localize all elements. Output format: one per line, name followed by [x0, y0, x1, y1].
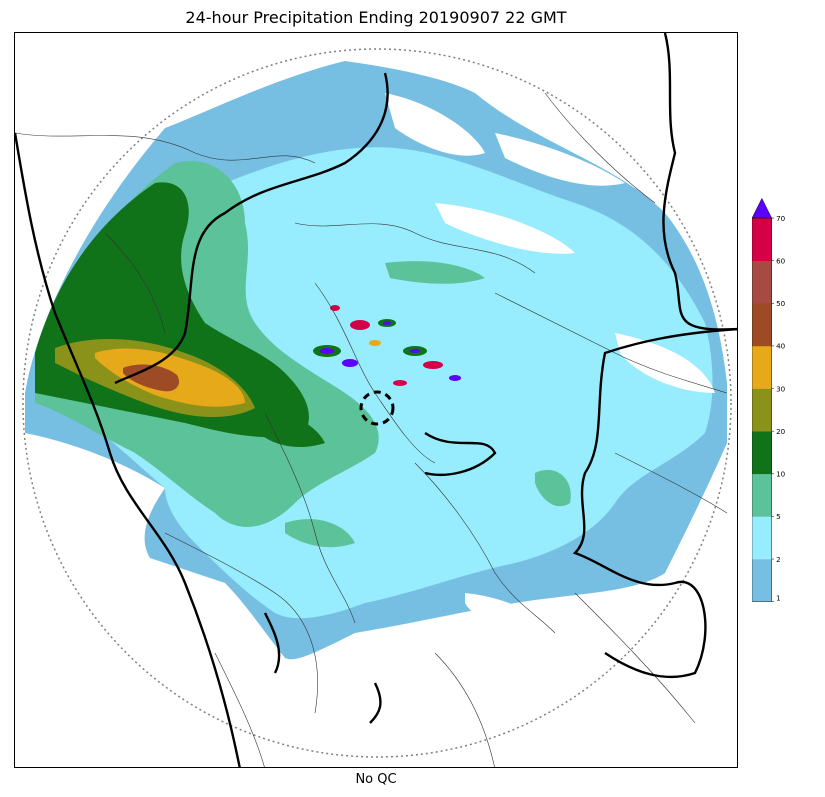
colorbar-bin [752, 516, 772, 560]
district-boundaries [15, 92, 728, 767]
colorbar-tick-label: 70 [776, 214, 786, 223]
colorbar-bin [752, 431, 772, 475]
precip-40-50-region [123, 364, 180, 392]
colorbar-tick-label: 5 [776, 512, 781, 521]
state-boundaries [15, 33, 737, 767]
colorbar-bin [752, 473, 772, 517]
colorbar-bin [752, 559, 772, 602]
colorbar-bin [752, 260, 772, 304]
colorbar-tick-label: 50 [776, 299, 786, 308]
colorbar-tick-label: 60 [776, 256, 786, 265]
map-canvas [15, 33, 737, 767]
colorbar-tick-label: 40 [776, 342, 786, 351]
radar-site-marker [359, 390, 395, 426]
colorbar-tick-label: 1 [776, 594, 781, 603]
colorbar: 1 2 5 10 20 30 40 50 60 70 [752, 197, 786, 603]
colorbar-bin [752, 345, 772, 389]
precipitation-field [25, 61, 727, 660]
map-xlabel: No QC [355, 772, 397, 787]
precipitation-map [14, 32, 738, 768]
colorbar-border [752, 217, 772, 602]
map-title: 24-hour Precipitation Ending 20190907 22… [185, 8, 567, 27]
convective-cells [313, 305, 461, 386]
colorbar-tick-label: 2 [776, 555, 781, 564]
colorbar-bin [752, 218, 772, 261]
colorbar-bin [752, 388, 772, 432]
colorbar-extend-arrow [752, 197, 773, 219]
radar-range-ring [22, 48, 732, 758]
colorbar-tick-label: 20 [776, 427, 786, 436]
colorbar-tick-label: 10 [776, 470, 786, 479]
colorbar-bin [752, 303, 772, 347]
colorbar-tick-label: 30 [776, 384, 786, 393]
